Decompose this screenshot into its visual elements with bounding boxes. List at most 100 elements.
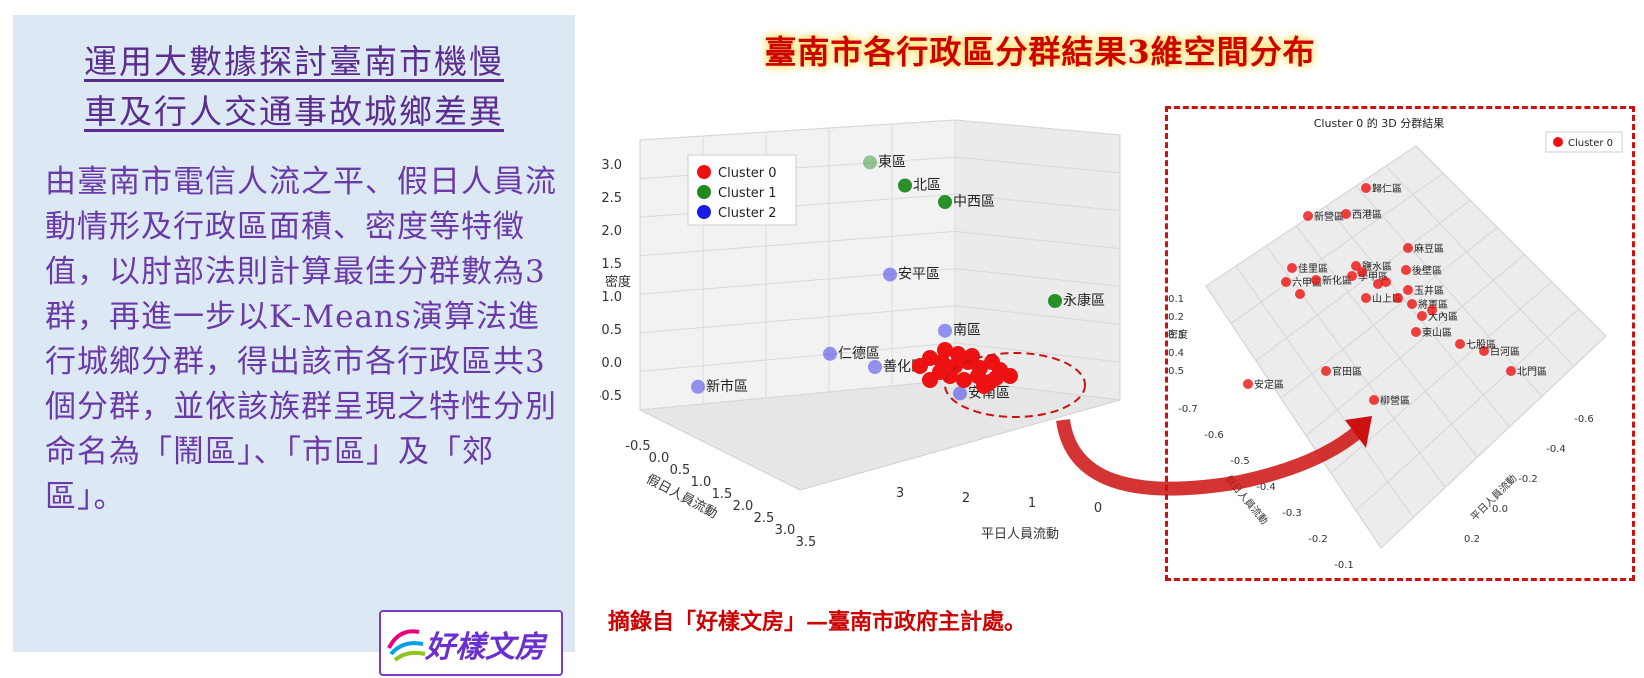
inset-gridline (1255, 199, 1471, 362)
inset-point-label: 新化區 (1322, 274, 1352, 287)
panel-body-text: 由臺南市電信人流之平、假日人員流動情形及行政區面積、密度等特徵值，以肘部法則計算… (45, 164, 557, 515)
inset-z-tick: -0.5 (1166, 366, 1184, 377)
inset-point-label: 麻豆區 (1414, 242, 1444, 255)
panel-title-line-1: 運用大數據探討臺南市機慢 (84, 42, 504, 81)
inset-y-tick: -0.3 (1282, 508, 1302, 519)
gridline (954, 268, 1121, 287)
inset-point-label: 歸仁區 (1372, 182, 1402, 195)
inset-point (1411, 327, 1421, 337)
data-point (938, 195, 952, 209)
cluster0-point (912, 358, 928, 374)
inset-y-tick: -0.1 (1334, 560, 1354, 571)
x-tick-label: 2 (962, 491, 970, 506)
inset-point-label: 佳里區 (1298, 262, 1328, 275)
x-tick-label: 1 (1028, 496, 1036, 511)
inset-point-label: 玉井區 (1414, 284, 1444, 297)
z-tick-label: 0.5 (601, 323, 622, 338)
legend-label: Cluster 0 (718, 166, 777, 181)
inset-point (1373, 279, 1383, 289)
inset-point-label: 柳營區 (1380, 394, 1410, 407)
inset-point-label: 新營區 (1314, 210, 1344, 223)
point-label: 永康區 (1063, 292, 1105, 309)
inset-point (1417, 311, 1427, 321)
inset-x-tick: 0.2 (1464, 534, 1480, 545)
y-tick-label: 2.5 (754, 511, 775, 526)
inset-x-tick: -0.2 (1518, 474, 1538, 485)
gridline (639, 342, 956, 372)
inset-point (1393, 293, 1403, 303)
data-point (1048, 294, 1062, 308)
z-tick-label: 2.0 (601, 224, 622, 239)
inset-point (1403, 285, 1413, 295)
inset-gridline (1355, 185, 1543, 397)
inset-point-label: 官田區 (1332, 365, 1362, 378)
logo: 好樣文房 (379, 610, 563, 676)
inset-gridline (1280, 227, 1498, 399)
y-tick-label: 0.0 (649, 451, 670, 466)
cluster0-point (988, 370, 1004, 386)
point-label: 安平區 (898, 267, 940, 283)
inset-point (1287, 263, 1297, 273)
inset-point-label: 將軍區 (1418, 298, 1448, 311)
point-label: 北區 (913, 178, 941, 194)
inset-point (1311, 275, 1321, 285)
inset-point (1357, 267, 1367, 277)
side-wall (954, 119, 1121, 401)
inset-frame (1165, 106, 1635, 581)
gridline (954, 119, 1121, 136)
inset-z-tick: -0.3 (1166, 330, 1184, 341)
y-tick-label: 2.0 (733, 499, 754, 514)
point-label: 東區 (878, 154, 906, 170)
z-tick-label: 2.5 (601, 191, 622, 206)
y-tick-label: 3.5 (796, 535, 817, 550)
inset-point (1401, 265, 1411, 275)
inset-z-tick: -0.2 (1166, 312, 1184, 323)
inset-point (1455, 339, 1465, 349)
inset-point-label: 安定區 (1254, 378, 1284, 391)
cluster0-point (956, 372, 972, 388)
data-point (883, 267, 897, 282)
data-point (691, 379, 705, 394)
gridline (639, 379, 956, 411)
y-tick-label: 1.5 (712, 487, 733, 502)
inset-point (1303, 211, 1313, 221)
gridline (954, 156, 1121, 174)
gridline (954, 193, 1121, 212)
inset-gridline (1355, 308, 1580, 511)
inset-point (1361, 183, 1371, 193)
z-tick-label: 0.0 (601, 356, 622, 371)
inset-gridline (1230, 172, 1444, 324)
y-tick-label: 1.0 (691, 475, 712, 490)
y-tick-label: 0.5 (670, 463, 691, 478)
logo-mark-icon (387, 629, 426, 662)
legend-label: Cluster 1 (718, 186, 777, 201)
inset-gridline (1385, 165, 1575, 367)
source-caption: 摘錄自「好樣文房」—臺南市政府主計處。 (608, 609, 1027, 635)
legend-label: Cluster 2 (718, 206, 777, 221)
inset-z-tick: -0.4 (1166, 348, 1184, 359)
z-tick-label: 3.0 (601, 158, 622, 173)
inset-z-tick: -0.1 (1166, 294, 1184, 305)
data-point (953, 386, 967, 401)
inset-point-label: 白河區 (1490, 345, 1520, 358)
point-label: 南區 (953, 323, 981, 339)
inset-point (1361, 293, 1371, 303)
inset-point (1243, 379, 1253, 389)
legend-marker (697, 185, 711, 199)
inset-point (1341, 209, 1351, 219)
z-tick-label: -0.5 (600, 389, 622, 404)
gridline (639, 268, 956, 295)
inset-point (1321, 366, 1331, 376)
y-tick-label: -0.5 (625, 439, 650, 454)
inset-point-label: 北門區 (1517, 366, 1547, 378)
x-axis-label: 平日人員流動 (981, 527, 1059, 542)
point-label: 新市區 (706, 378, 748, 395)
z-tick-label: 1.5 (601, 257, 622, 272)
inset-point (1347, 271, 1357, 281)
inset-x-tick: 0.0 (1492, 504, 1508, 515)
inset-point-label: 西港區 (1352, 209, 1382, 221)
cluster0-point (1002, 368, 1018, 384)
inset-point (1295, 289, 1305, 299)
gridline (639, 230, 956, 257)
